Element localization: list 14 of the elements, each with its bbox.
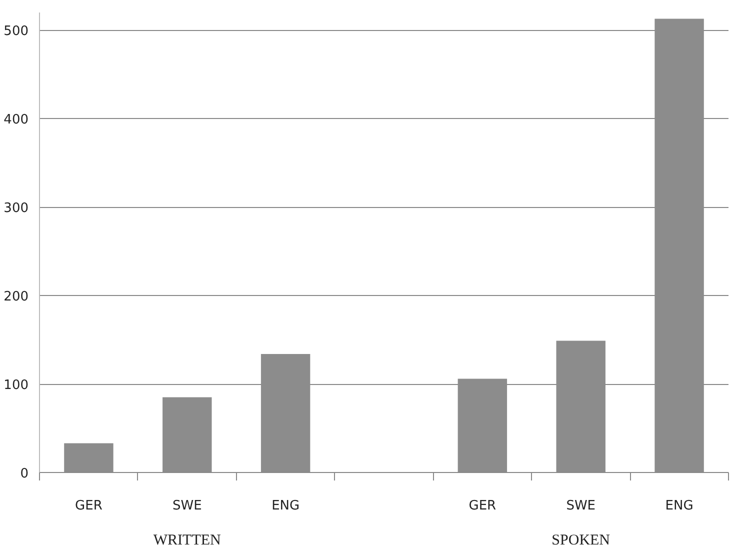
x-tick-label: GER [75, 498, 102, 514]
x-tick-label: SWE [172, 498, 202, 514]
y-tick-label: 400 [4, 112, 29, 128]
x-tick-label: GER [468, 498, 496, 514]
text: WRITTEN [153, 532, 222, 548]
text: SPOKEN [552, 532, 610, 548]
y-tick-label: 0 [20, 466, 29, 482]
x-tick-label: ENG [272, 498, 300, 514]
y-tick-label: 300 [4, 201, 29, 216]
y-tick-label: 200 [4, 290, 29, 305]
x-tick-label: ENG [665, 498, 694, 514]
y-tick-label: 500 [4, 24, 29, 40]
x-tick-label: SWE [566, 498, 596, 514]
y-tick-label: 100 [4, 378, 29, 394]
